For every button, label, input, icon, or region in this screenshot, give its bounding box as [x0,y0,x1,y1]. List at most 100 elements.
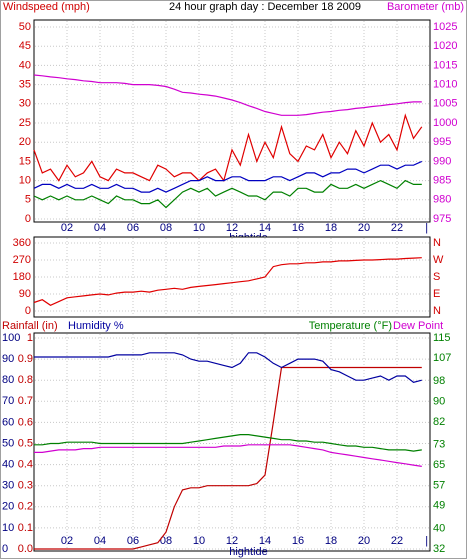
x-tick-label: 10 [193,535,205,547]
annotation: hightide [229,546,268,558]
y-tick-label: 0.2 [18,501,33,513]
series-line [33,160,423,193]
x-tick-label: 04 [94,535,106,547]
x-tick-label: 16 [292,535,304,547]
x-tick-label: 06 [127,535,139,547]
y-tick-label: 1015 [433,59,457,71]
y-tick-label: 82 [433,416,445,428]
y-tick-label: 50 [19,21,31,33]
y-tick-label: 40 [2,459,14,471]
x-tick-label: 16 [292,222,304,234]
x-tick-label: 12 [226,535,238,547]
y-tick-label: 10 [2,522,14,534]
y-tick-label: 0 [25,213,31,225]
x-tick-label: | [425,535,428,547]
y-tick-label: 980 [433,194,451,206]
y-tick-label: N [433,237,441,249]
y-tick-label: 1010 [433,79,457,91]
y-tick-label: 90 [433,395,445,407]
y-tick-label: 73 [433,439,445,451]
y-tick-label: 25 [19,117,31,129]
series-line [34,366,422,550]
y-tick-label: S [433,271,440,283]
y-tick-label: 1025 [433,21,457,33]
chart-title: 24 hour graph day : December 18 2009 [169,1,361,13]
x-tick-label: 18 [325,535,337,547]
y-tick-label: 107 [433,352,451,364]
y-tick-label: 0 [25,305,31,317]
y-tick-label: 90 [2,353,14,365]
y-tick-label: 50 [2,437,14,449]
x-tick-label: 14 [259,222,271,234]
y-tick-label: 5 [25,194,31,206]
x-tick-label: 22 [391,535,403,547]
y-tick-label: 30 [19,98,31,110]
legend-label: Humidity % [68,320,124,332]
series-line [33,74,422,116]
y-tick-label: 30 [2,480,14,492]
x-tick-label: | [425,222,428,234]
y-tick-label: 40 [19,59,31,71]
y-tick-label: 40 [433,523,445,535]
y-tick-label: 1005 [433,98,457,110]
y-tick-label: 115 [433,332,451,344]
x-tick-label: 10 [193,222,205,234]
x-tick-label: 04 [94,222,106,234]
y-tick-label: 100 [2,332,20,344]
y-tick-label: 70 [2,395,14,407]
series-line [34,352,422,383]
y-tick-label: 1 [27,332,33,344]
y-tick-label: 0.0 [18,543,33,555]
series-line [34,444,422,467]
y-tick-label: W [433,254,444,266]
y-tick-label: 45 [19,40,31,52]
series-line [33,257,422,306]
x-tick-label: 08 [160,222,172,234]
y-tick-label: 65 [433,459,445,471]
y-tick-label: 0.1 [18,522,33,534]
series-line [33,113,423,182]
legend-label: Rainfall (in) [2,320,58,332]
legend-label: Dew Point [393,320,443,332]
x-tick-label: 14 [259,535,271,547]
x-tick-label: 02 [61,535,73,547]
x-tick-label: 20 [358,222,370,234]
y-tick-label: 32 [433,543,445,555]
series-line [33,179,422,209]
y-tick-label: N [433,305,441,317]
y-tick-label: 360 [13,237,31,249]
y-tick-label: 0.5 [18,437,33,449]
y-tick-label: 15 [19,155,31,167]
y-tick-label: 0.6 [18,416,33,428]
y-tick-label: 0 [2,543,8,555]
y-tick-label: E [433,288,440,300]
y-tick-label: 10 [19,175,31,187]
series-line [34,434,422,452]
y-tick-label: 80 [2,374,14,386]
y-tick-label: 1020 [433,40,457,52]
y2-axis-label: Barometer (mb) [387,1,464,13]
y-tick-label: 98 [433,375,445,387]
x-tick-label: 20 [358,535,370,547]
y-tick-label: 975 [433,213,451,225]
x-tick-label: 12 [226,222,238,234]
y-tick-label: 0.8 [18,374,33,386]
y-tick-label: 49 [433,500,445,512]
y-tick-label: 990 [433,155,451,167]
y-tick-label: 0.3 [18,480,33,492]
y-axis-label: Windspeed (mph) [3,1,90,13]
y-tick-label: 0.7 [18,395,33,407]
y-tick-label: 20 [2,501,14,513]
y-tick-label: 985 [433,175,451,187]
y-tick-label: 20 [19,136,31,148]
y-tick-label: 995 [433,136,451,148]
legend-label: Temperature (°F) [309,320,392,332]
y-tick-label: 1000 [433,117,457,129]
y-tick-label: 270 [13,254,31,266]
y-tick-label: 90 [19,288,31,300]
y-tick-label: 35 [19,79,31,91]
x-tick-label: 22 [391,222,403,234]
y-tick-label: 57 [433,479,445,491]
y-tick-label: 0.4 [18,459,33,471]
